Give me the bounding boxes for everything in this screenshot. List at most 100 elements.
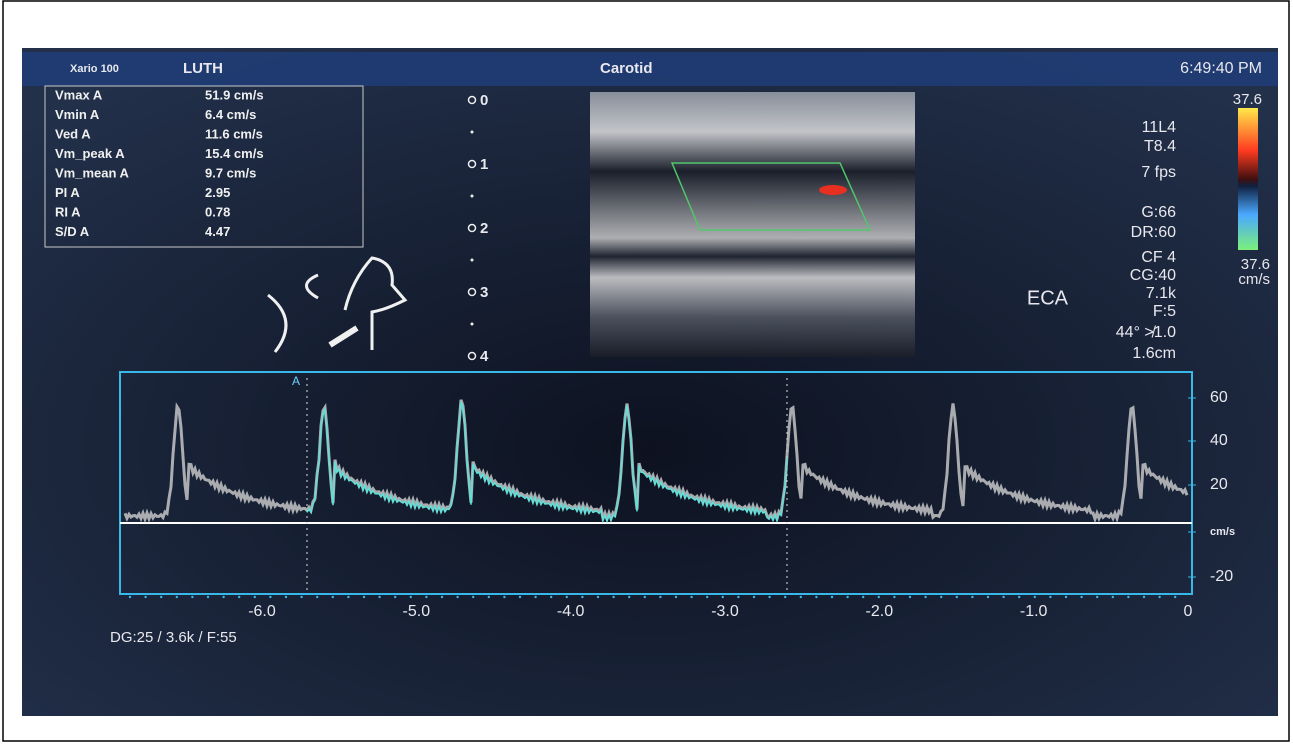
probe-setting: 1.6cm (1132, 345, 1176, 362)
time-dot (378, 596, 380, 598)
time-dot (1018, 596, 1020, 598)
screen: Xario 100 LUTH Carotid 6:49:40 PM Vmax A… (0, 0, 1293, 744)
time-dot (971, 596, 973, 598)
time-dot (987, 596, 989, 598)
time-label: -6.0 (248, 603, 276, 620)
time-dot (1158, 596, 1160, 598)
color-bar (1238, 108, 1258, 250)
measurement-name: Vmin A (55, 107, 100, 122)
time-dot (644, 596, 646, 598)
velocity-label: cm/s (1210, 526, 1235, 538)
vessel-label: ECA (1027, 287, 1069, 309)
measurement-value: 9.7 cm/s (205, 165, 256, 180)
device: Xario 100 (70, 63, 119, 75)
depth-dot (471, 195, 474, 198)
color-scale-top: 37.6 (1233, 91, 1262, 108)
time-dot (846, 596, 848, 598)
time-dot (1080, 596, 1082, 598)
time-dot (909, 596, 911, 598)
measurement-name: RI A (55, 204, 81, 219)
time-dot (675, 596, 677, 598)
time-dot (1034, 596, 1036, 598)
time-label: -4.0 (557, 603, 585, 620)
time-dot (300, 596, 302, 598)
measurement-value: 15.4 cm/s (205, 146, 264, 161)
time-dot (690, 596, 692, 598)
velocity-label: 60 (1210, 389, 1228, 406)
time-dot (441, 596, 443, 598)
time: 6:49:40 PM (1180, 60, 1262, 77)
time-dot (129, 596, 131, 598)
time-dot (612, 596, 614, 598)
time-dot (722, 596, 724, 598)
time-dot (706, 596, 708, 598)
color-scale-unit: cm/s (1238, 271, 1270, 288)
time-dot (347, 596, 349, 598)
probe-setting: CG:40 (1130, 267, 1176, 284)
time-dot (581, 596, 583, 598)
time-dot (1049, 596, 1051, 598)
time-dot (425, 596, 427, 598)
depth-label: 4 (480, 348, 489, 365)
time-label: 0 (1184, 603, 1193, 620)
time-dot (924, 596, 926, 598)
measurement-value: 6.4 cm/s (205, 107, 256, 122)
measurement-name: Vm_mean A (55, 165, 130, 180)
probe-setting: F:5 (1153, 303, 1176, 320)
footer: DG:25 / 3.6k / F:55 (110, 629, 237, 646)
measurement-name: PI A (55, 185, 80, 200)
time-dot (956, 596, 958, 598)
time-dot (768, 596, 770, 598)
depth-label: 3 (480, 284, 488, 301)
probe-setting: 44° ≯1.0 (1116, 324, 1176, 341)
depth-label: 0 (480, 92, 488, 109)
time-dot (940, 596, 942, 598)
time-dot (566, 596, 568, 598)
time-dot (831, 596, 833, 598)
time-dot (456, 596, 458, 598)
time-dot (550, 596, 552, 598)
time-dot (191, 596, 193, 598)
time-dot (737, 596, 739, 598)
time-dot (1065, 596, 1067, 598)
measurement-value: 0.78 (205, 204, 230, 219)
probe-setting: 11L4 (1142, 119, 1177, 136)
velocity-label: -20 (1210, 568, 1233, 585)
depth-dot (471, 131, 474, 134)
time-dot (238, 596, 240, 598)
measurement-value: 51.9 cm/s (205, 87, 264, 102)
time-dot (1143, 596, 1145, 598)
depth-label: 1 (480, 156, 488, 173)
time-dot (503, 596, 505, 598)
time-dot (176, 596, 178, 598)
time-dot (597, 596, 599, 598)
time-label: -5.0 (403, 603, 431, 620)
time-dot (316, 596, 318, 598)
time-dot (1127, 596, 1129, 598)
time-dot (815, 596, 817, 598)
depth-dot (471, 323, 474, 326)
time-label: -3.0 (711, 603, 739, 620)
time-dot (862, 596, 864, 598)
cursor-label: A (292, 374, 300, 388)
time-dot (878, 596, 880, 598)
time-dot (893, 596, 895, 598)
time-dot (800, 596, 802, 598)
bmode-image (590, 92, 915, 357)
depth-dot (471, 259, 474, 262)
time-dot (207, 596, 209, 598)
time-dot (160, 596, 162, 598)
time-dot (753, 596, 755, 598)
probe-setting: G:66 (1141, 204, 1176, 221)
measurement-name: Vm_peak A (55, 146, 125, 161)
probe-setting: 7 fps (1141, 164, 1176, 181)
time-dot (628, 596, 630, 598)
measurement-name: Vmax A (55, 87, 103, 102)
time-dot (519, 596, 521, 598)
time-dot (269, 596, 271, 598)
time-label: -2.0 (866, 603, 894, 620)
time-dot (394, 596, 396, 598)
time-label: -1.0 (1020, 603, 1048, 620)
time-dot (222, 596, 224, 598)
time-dot (1096, 596, 1098, 598)
